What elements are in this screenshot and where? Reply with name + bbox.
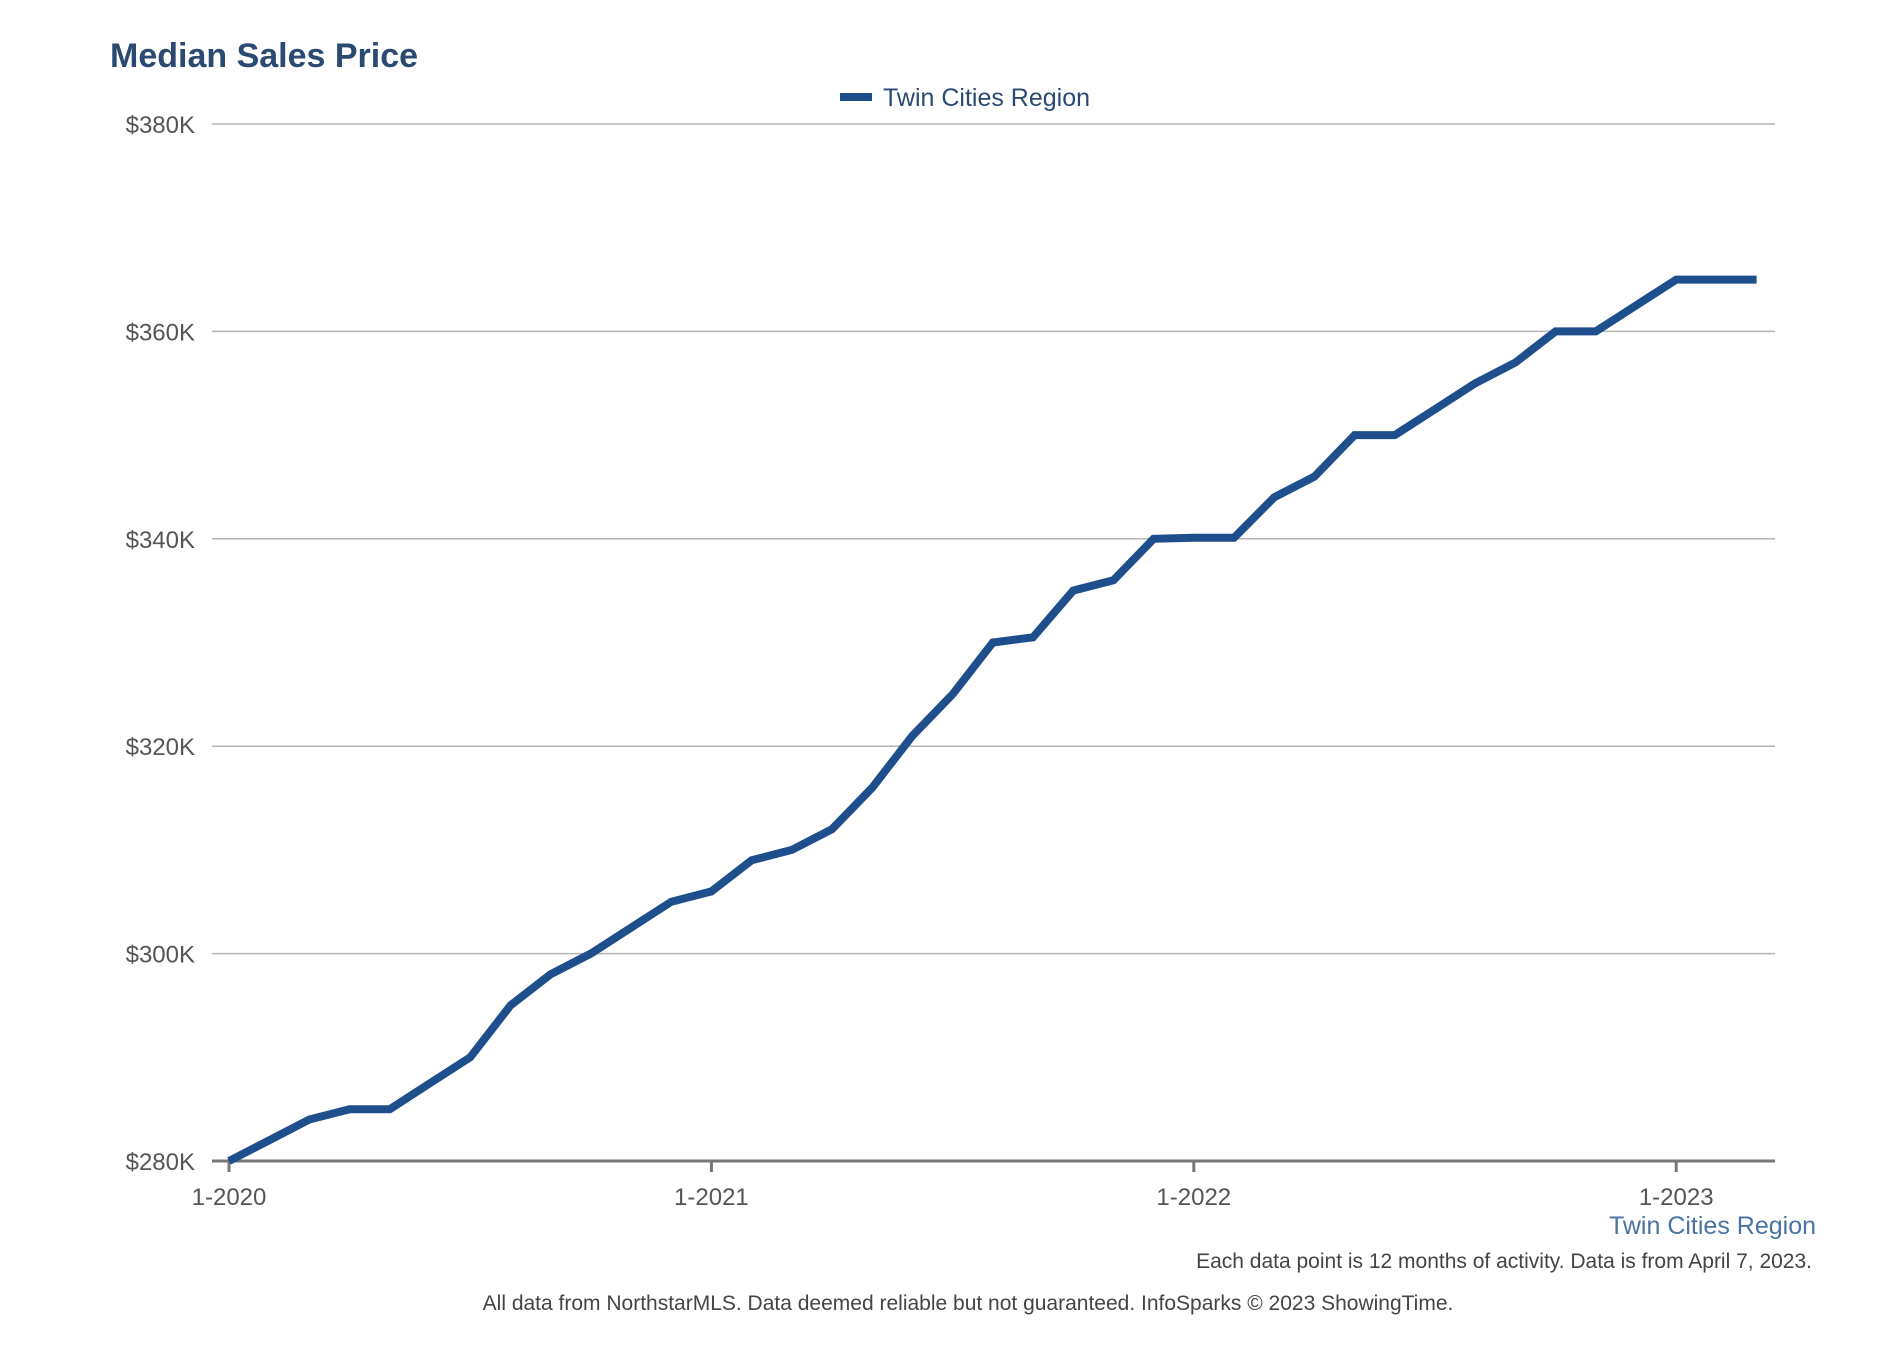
data-point[interactable] [906,730,918,742]
y-tick-label: $380K [126,112,195,139]
data-point[interactable] [1590,325,1602,337]
series-label: Twin Cities Region [1609,1212,1816,1240]
data-point[interactable] [1550,325,1562,337]
series-layer [223,274,1763,1167]
data-point[interactable] [1429,403,1441,415]
data-point[interactable] [263,1134,275,1146]
data-point[interactable] [464,1051,476,1063]
data-point[interactable] [987,637,999,649]
y-tick-label: $340K [126,527,195,554]
legend[interactable]: Twin Cities Region [840,84,1090,112]
chart-title: Median Sales Price [110,37,418,75]
data-point[interactable] [665,896,677,908]
data-point[interactable] [1630,299,1642,311]
y-tick-label: $360K [126,319,195,346]
x-tick-label: 1-2023 [1639,1184,1714,1211]
data-point[interactable] [1268,491,1280,503]
data-point[interactable] [1308,471,1320,483]
legend-label: Twin Cities Region [883,84,1090,112]
data-point[interactable] [1509,357,1521,369]
data-point[interactable] [545,968,557,980]
data-point[interactable] [344,1103,356,1115]
data-note: Each data point is 12 months of activity… [1196,1250,1812,1273]
data-point[interactable] [1389,429,1401,441]
data-point[interactable] [786,844,798,856]
data-point[interactable] [1188,532,1200,544]
y-axis-tick-labels: $280K $300K $320K $340K $360K $380K [126,112,195,1176]
data-point[interactable] [384,1103,396,1115]
data-point[interactable] [1027,631,1039,643]
data-point[interactable] [705,885,717,897]
source-note: All data from NorthstarMLS. Data deemed … [483,1292,1454,1315]
data-point[interactable] [746,854,758,866]
data-point[interactable] [424,1077,436,1089]
x-axis-tick-labels: 1-2020 1-2021 1-2022 1-2023 [192,1184,1714,1211]
data-point[interactable] [1067,585,1079,597]
data-point[interactable] [826,823,838,835]
y-tick-label: $280K [126,1149,195,1176]
y-tick-label: $320K [126,734,195,761]
x-axis [212,1159,1775,1172]
data-point[interactable] [303,1114,315,1126]
data-point[interactable] [223,1155,235,1167]
data-point[interactable] [1148,533,1160,545]
gridlines [212,123,1775,955]
x-tick-label: 1-2021 [674,1184,749,1211]
data-point[interactable] [1751,274,1763,286]
data-point[interactable] [1228,532,1240,544]
x-tick-label: 1-2022 [1156,1184,1231,1211]
data-point[interactable] [1349,429,1361,441]
data-point[interactable] [1469,377,1481,389]
data-point[interactable] [1670,274,1682,286]
data-point[interactable] [504,999,516,1011]
data-point[interactable] [625,922,637,934]
data-point[interactable] [866,782,878,794]
data-point[interactable] [947,688,959,700]
data-point[interactable] [585,948,597,960]
data-point[interactable] [1710,274,1722,286]
series-line [227,275,1757,1165]
data-point[interactable] [1107,574,1119,586]
x-tick-label: 1-2020 [192,1184,267,1211]
y-tick-label: $300K [126,942,195,969]
